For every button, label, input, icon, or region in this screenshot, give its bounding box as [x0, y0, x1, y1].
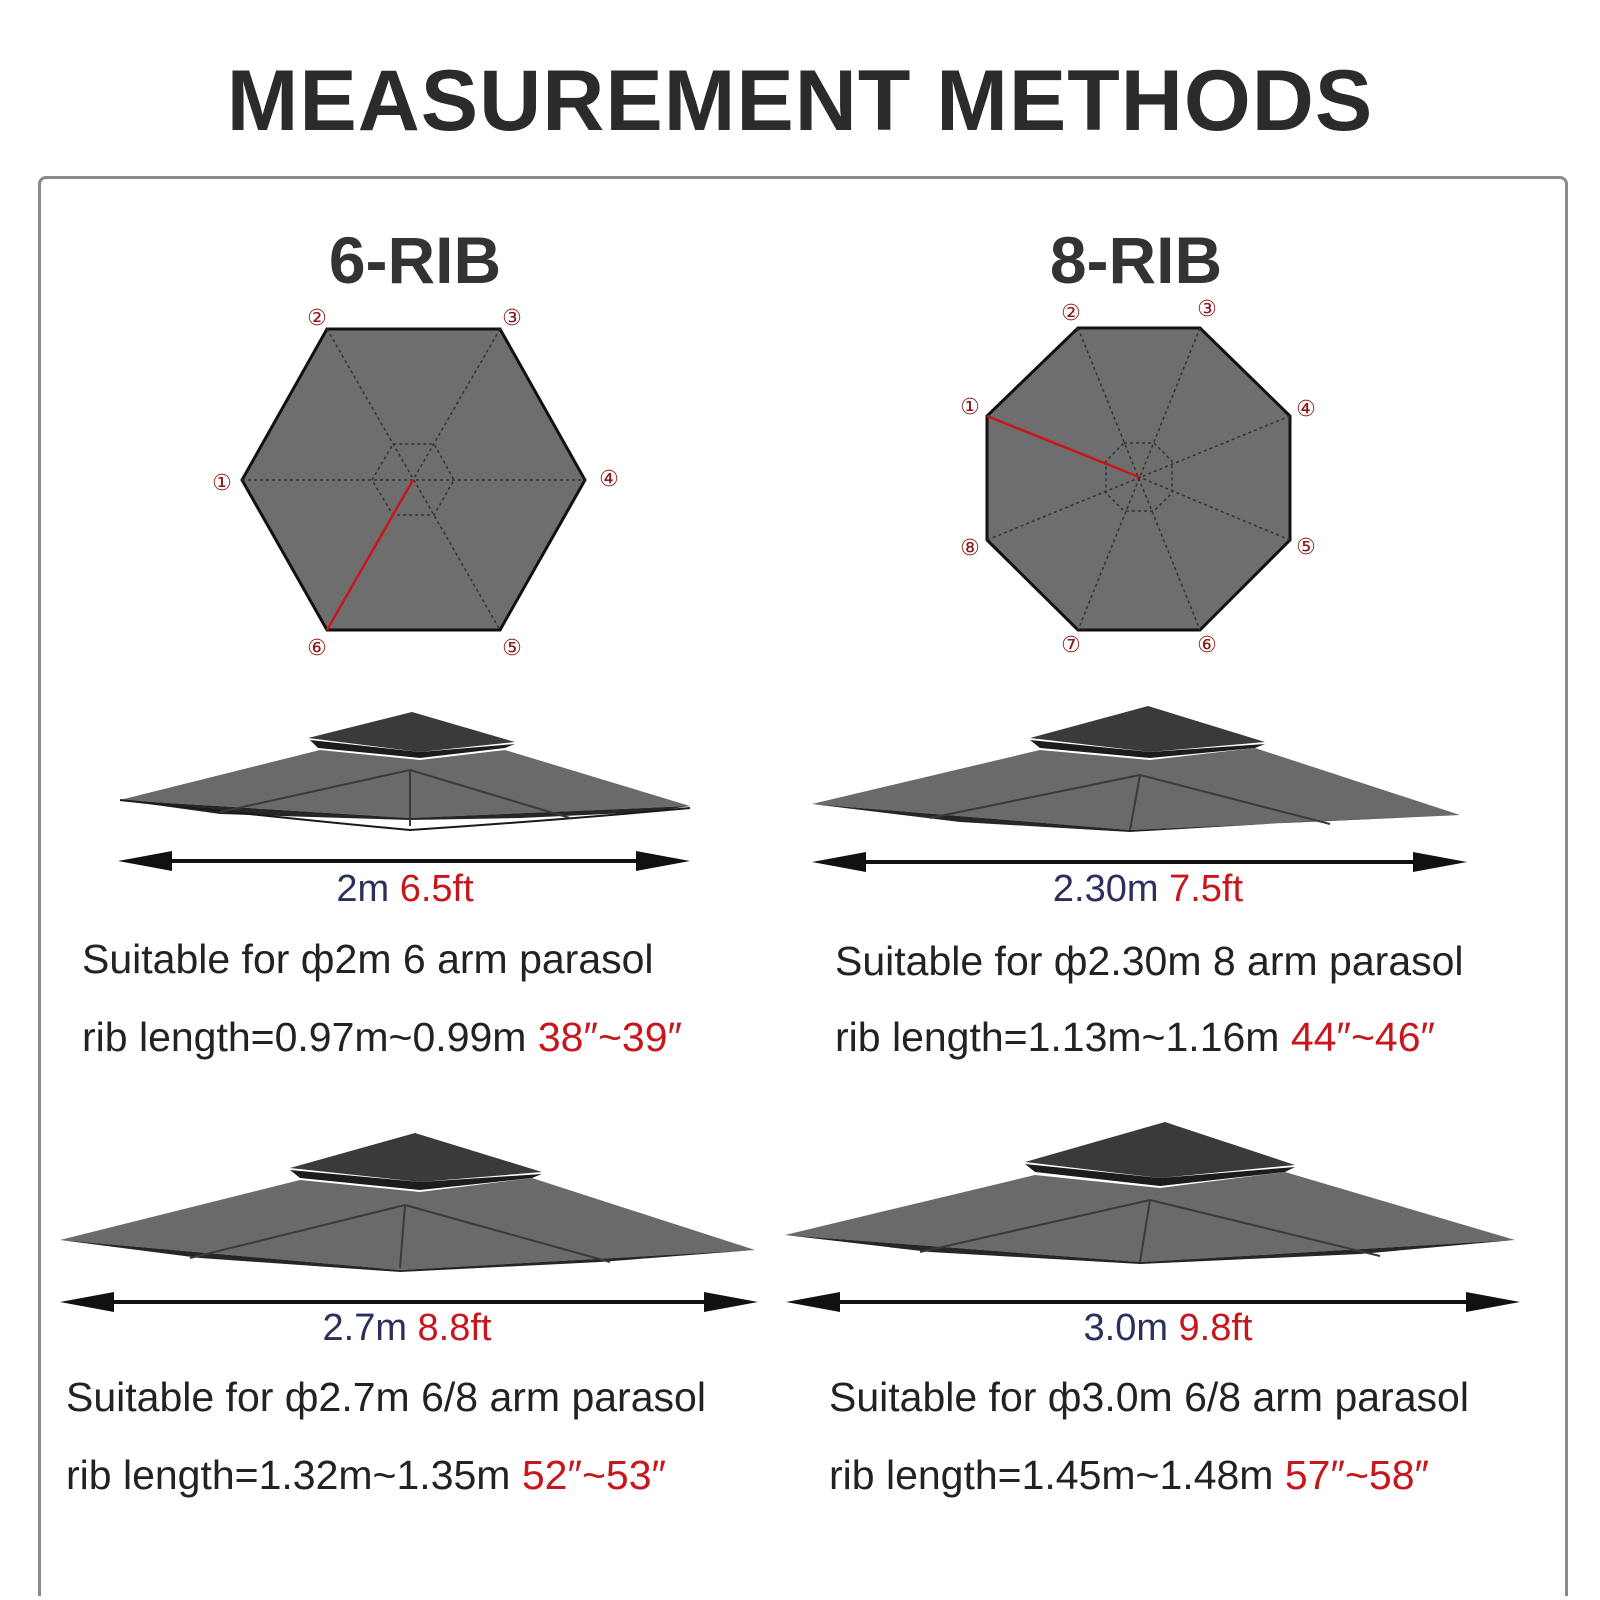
dimension-metric: 2m	[336, 868, 390, 910]
six-rib-marker-4: ④	[599, 467, 619, 492]
dimension-label-2-30m: 2.30m 7.5ft	[898, 868, 1398, 911]
rib-length-2-30m: rib length=1.13m~1.16m 44″~46″	[835, 1014, 1435, 1061]
six-rib-marker-6: ⑥	[307, 636, 327, 661]
dimension-metric: 2.30m	[1052, 868, 1159, 910]
rib-length-2m: rib length=0.97m~0.99m 38″~39″	[82, 1014, 682, 1061]
six-rib-markers: ① ② ③ ④ ⑤ ⑥	[212, 306, 619, 661]
rib-length-inches: 44″~46″	[1290, 1014, 1436, 1060]
suitable-text-2m: Suitable for ф2m 6 arm parasol	[82, 936, 654, 982]
dimension-arrow-2m	[118, 851, 690, 871]
six-rib-marker-5: ⑤	[502, 636, 522, 661]
eight-rib-marker-8: ⑧	[960, 536, 980, 561]
eight-rib-hub-shape	[1105, 442, 1173, 512]
eight-rib-marker-2: ②	[1061, 301, 1081, 326]
eight-rib-marker-4: ④	[1296, 397, 1316, 422]
suitable-text-3-0m: Suitable for ф3.0m 6/8 arm parasol	[829, 1374, 1469, 1420]
dimension-imperial: 6.5ft	[399, 868, 474, 910]
canopy-illustration-2m	[119, 712, 691, 832]
six-rib-canopy-shape	[240, 327, 587, 632]
eight-rib-marker-3: ③	[1197, 297, 1217, 322]
dimension-imperial: 8.8ft	[417, 1307, 492, 1349]
content-frame	[38, 176, 1568, 1596]
six-rib-heading: 6-RIB	[328, 223, 502, 297]
canopy-illustration-2-30m	[812, 706, 1460, 832]
dimension-imperial: 7.5ft	[1169, 868, 1244, 910]
eight-rib-marker-5: ⑤	[1296, 535, 1316, 560]
eight-rib-marker-7: ⑦	[1061, 633, 1081, 658]
suitable-text-2-30m: Suitable for ф2.30m 8 arm parasol	[835, 938, 1464, 984]
dimension-arrows	[60, 851, 1520, 1312]
six-rib-marker-2: ②	[307, 306, 327, 331]
six-rib-hexagon-diagram: ① ② ③ ④ ⑤ ⑥	[212, 306, 619, 661]
eight-rib-measure-line	[986, 414, 1140, 479]
dimension-metric: 3.0m	[1083, 1307, 1168, 1349]
six-rib-measure-line	[325, 479, 415, 631]
rib-length-metric: rib length=1.13m~1.16m	[835, 1014, 1280, 1060]
rib-length-inches: 38″~39″	[537, 1014, 683, 1060]
canopy-illustration-2-7m	[60, 1133, 755, 1272]
eight-rib-marker-1: ①	[960, 395, 980, 420]
rib-length-2-7m: rib length=1.32m~1.35m 52″~53″	[66, 1452, 666, 1499]
rib-length-metric: rib length=1.45m~1.48m	[829, 1452, 1274, 1498]
rib-length-3-0m: rib length=1.45m~1.48m 57″~58″	[829, 1452, 1429, 1499]
dimension-label-3-0m: 3.0m 9.8ft	[918, 1307, 1418, 1350]
page-title: MEASUREMENT METHODS	[226, 53, 1374, 149]
dimension-arrow-2-7m	[60, 1292, 758, 1312]
eight-rib-markers: ① ② ③ ④ ⑤ ⑥ ⑦ ⑧	[960, 297, 1316, 658]
dimension-imperial: 9.8ft	[1178, 1307, 1253, 1349]
dimension-arrow-2-30m	[812, 852, 1467, 872]
six-rib-spokes	[242, 328, 585, 631]
dimension-metric: 2.7m	[322, 1307, 407, 1349]
rib-length-inches: 52″~53″	[521, 1452, 667, 1498]
dimension-arrow-3-0m	[786, 1292, 1520, 1312]
six-rib-marker-1: ①	[212, 471, 232, 496]
rib-length-inches: 57″~58″	[1284, 1452, 1430, 1498]
eight-rib-octagon-diagram: ① ② ③ ④ ⑤ ⑥ ⑦ ⑧	[960, 297, 1316, 658]
rib-length-metric: rib length=0.97m~0.99m	[82, 1014, 527, 1060]
eight-rib-marker-6: ⑥	[1197, 633, 1217, 658]
eight-rib-heading: 8-RIB	[1049, 223, 1223, 297]
six-rib-marker-3: ③	[502, 306, 522, 331]
dimension-label-2-7m: 2.7m 8.8ft	[157, 1307, 657, 1350]
rib-length-metric: rib length=1.32m~1.35m	[66, 1452, 511, 1498]
dimension-label-2m: 2m 6.5ft	[155, 868, 655, 911]
canopy-illustration-3-0m	[785, 1122, 1515, 1264]
suitable-text-2-7m: Suitable for ф2.7m 6/8 arm parasol	[66, 1374, 706, 1420]
